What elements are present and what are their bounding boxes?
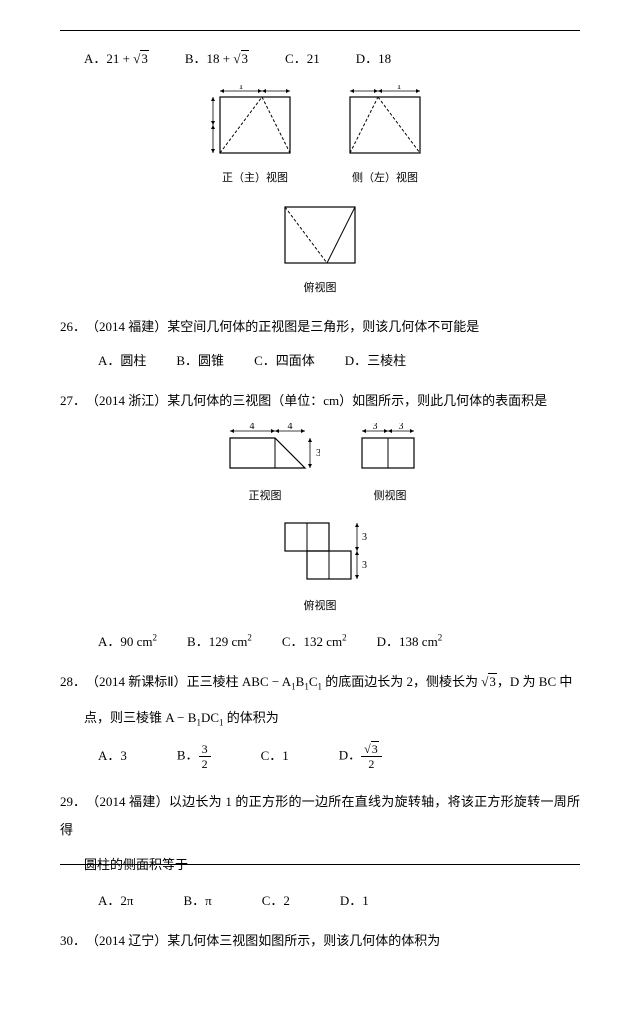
tf: 点，则三棱锥 A − B	[84, 710, 196, 725]
top-options: A．21 + √3 B．18 + √3 C．21 D．18	[84, 48, 580, 67]
rad: 3	[241, 50, 250, 66]
page-content: A．21 + √3 B．18 + √3 C．21 D．18 1	[0, 0, 640, 1022]
q29-b: B．π	[183, 890, 211, 909]
q27-a: A．90 cm2	[98, 631, 157, 650]
svg-text:3: 3	[362, 560, 367, 571]
td: 的底面边长为 2，侧棱长为	[322, 674, 481, 689]
bottom-rule	[60, 864, 580, 865]
q28-line2: 点，则三棱锥 A − B1DC1 的体积为	[84, 704, 580, 733]
th: 的体积为	[224, 710, 279, 725]
top-rule	[60, 30, 580, 31]
figure-block-1: 1 正（主）视图 1	[60, 85, 580, 295]
opt-d: D．18	[356, 48, 391, 67]
q26-c: C．四面体	[254, 350, 315, 369]
svg-text:3: 3	[373, 423, 378, 432]
q29-options: A．2π B．π C．2 D．1	[98, 890, 580, 909]
fig1-side-view: 1	[335, 85, 435, 165]
opt-b: B．18 + √3	[185, 48, 249, 67]
q29-tb: 圆柱的侧面积等于	[84, 851, 580, 880]
opt-c: C．21	[285, 48, 320, 67]
q28-options: A．3 B．32 C．1 D．√32	[98, 743, 580, 770]
q28-ta: （2014 新课标Ⅱ）正三棱柱 ABC − A	[86, 674, 291, 689]
q27-num: 27．	[60, 387, 86, 414]
fig1-side-caption: 侧（左）视图	[352, 169, 418, 185]
q28-num: 28．	[60, 668, 86, 695]
q26-d: D．三棱柱	[345, 350, 406, 369]
q28: 28．（2014 新课标Ⅱ）正三棱柱 ABC − A1B1C1 的底面边长为 2…	[60, 668, 580, 696]
q27-b: B．129 cm2	[187, 631, 252, 650]
q27-top-cap: 俯视图	[304, 597, 337, 613]
q29-num: 29．	[60, 788, 86, 815]
q27: 27．（2014 浙江）某几何体的三视图（单位：cm）如图所示，则此几何体的表面…	[60, 387, 580, 414]
d4b: 4	[288, 423, 293, 432]
q30: 30．（2014 辽宁）某几何体三视图如图所示，则该几何体的体积为	[60, 927, 580, 954]
q27-side-view: 3 3	[350, 423, 430, 483]
d4a: 4	[250, 423, 255, 432]
rad: 3	[140, 50, 149, 66]
fig1-top-view	[270, 195, 370, 275]
q29-c: C．2	[262, 890, 290, 909]
q27-front-cap: 正视图	[249, 487, 282, 503]
fig1-front-view: 1	[205, 85, 305, 165]
q28-d: D．√32	[339, 743, 382, 770]
q30-num: 30．	[60, 927, 86, 954]
q29-a: A．2π	[98, 890, 133, 909]
q27-d: D．138 cm2	[377, 631, 443, 650]
tc: C	[309, 674, 318, 689]
q29-ta: （2014 福建）以边长为 1 的正方形的一边所在直线为旋转轴，将该正方形旋转一…	[60, 794, 580, 836]
q27-c: C．132 cm2	[282, 631, 347, 650]
q28-a: A．3	[98, 745, 127, 764]
q28-c: C．1	[261, 745, 289, 764]
q27-options: A．90 cm2 B．129 cm2 C．132 cm2 D．138 cm2	[98, 631, 580, 650]
q26: 26．（2014 福建）某空间几何体的正视图是三角形，则该几何体不可能是	[60, 313, 580, 340]
q27-side-cap: 侧视图	[374, 487, 407, 503]
rad: 3	[488, 673, 497, 689]
opt-a: A．21 + √3	[84, 48, 149, 67]
svg-text:3: 3	[362, 532, 367, 543]
svg-text:3: 3	[399, 423, 404, 432]
q28-b: B．32	[177, 743, 211, 770]
val: 18	[207, 51, 220, 66]
q26-a: A．圆柱	[98, 350, 146, 369]
fig1-top-caption: 俯视图	[304, 279, 337, 295]
val: 18	[378, 51, 391, 66]
val: 21	[106, 51, 119, 66]
q26-b: B．圆锥	[176, 350, 224, 369]
q30-text: （2014 辽宁）某几何体三视图如图所示，则该几何体的体积为	[86, 933, 440, 948]
q29-d: D．1	[340, 890, 369, 909]
fig1-front-caption: 正（主）视图	[222, 169, 288, 185]
tg: DC	[201, 710, 219, 725]
q29: 29．（2014 福建）以边长为 1 的正方形的一边所在直线为旋转轴，将该正方形…	[60, 788, 580, 843]
svg-text:1: 1	[239, 85, 244, 91]
figure-block-2: 4 4 3 正视图 3	[60, 423, 580, 613]
svg-text:1: 1	[397, 85, 402, 91]
q26-num: 26．	[60, 313, 86, 340]
d3: 3	[316, 448, 320, 459]
te: ，D 为 BC 中	[497, 674, 572, 689]
val: 21	[307, 51, 320, 66]
q27-text: （2014 浙江）某几何体的三视图（单位：cm）如图所示，则此几何体的表面积是	[86, 393, 547, 408]
q27-top-view: 3 3	[265, 513, 375, 593]
q26-options: A．圆柱 B．圆锥 C．四面体 D．三棱柱	[98, 350, 580, 369]
q26-text: （2014 福建）某空间几何体的正视图是三角形，则该几何体不可能是	[86, 319, 479, 334]
q27-front-view: 4 4 3	[210, 423, 320, 483]
